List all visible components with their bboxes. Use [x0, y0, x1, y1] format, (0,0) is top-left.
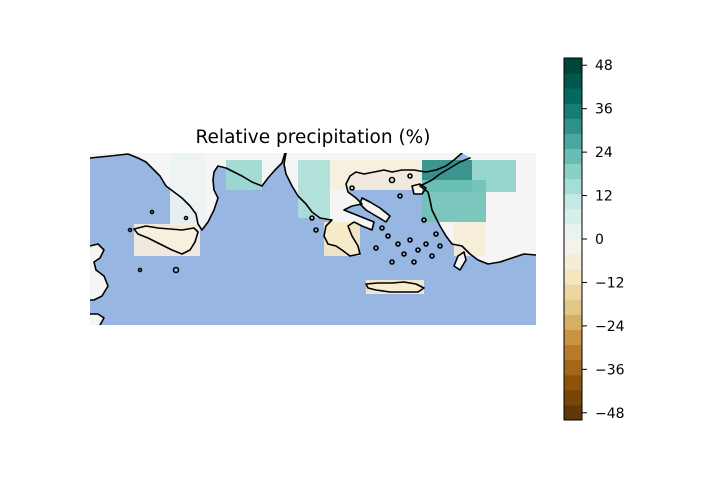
land-rhodes: [454, 252, 466, 270]
cell-epirus: [298, 160, 330, 218]
colorbar-tick-label: 48: [595, 58, 613, 74]
colorbar-level: [564, 389, 582, 406]
precipitation-cells: [134, 153, 516, 294]
colorbar-level: [564, 284, 582, 300]
coast-greece: [283, 153, 463, 257]
land-libya: [90, 314, 104, 325]
colorbar-level: [564, 269, 582, 285]
colorbar-level: [564, 178, 582, 195]
map-title: Relative precipitation (%): [196, 127, 431, 148]
cell-apulia: [226, 160, 262, 190]
colorbar-level: [564, 73, 582, 89]
colorbar-tick-label: −12: [595, 275, 625, 291]
coast-turkey: [419, 157, 536, 265]
colorbar-level: [564, 404, 582, 421]
colorbar-gradient: [564, 58, 582, 421]
colorbar-tick-label: 0: [595, 232, 604, 248]
colorbar-tick-label: −24: [595, 319, 625, 335]
colorbar-level: [564, 374, 582, 391]
land-tunisia: [90, 244, 108, 300]
colorbar-level: [564, 88, 582, 104]
colorbar-level: [564, 118, 582, 134]
colorbar-level: [564, 58, 582, 74]
aegean-islands: [127, 173, 443, 274]
colorbar-level: [564, 254, 582, 270]
coast-lesbos: [411, 183, 427, 195]
coastlines: [90, 153, 536, 325]
colorbar-level: [564, 359, 582, 376]
colorbar-tick-label: 36: [595, 102, 613, 118]
colorbar-level: [564, 208, 582, 225]
colorbar-level: [564, 344, 582, 361]
cell-macedonia: [330, 160, 422, 190]
colorbar-level: [564, 314, 582, 330]
cell-sw-anatolia: [454, 222, 486, 256]
colorbar-tick-label: −48: [595, 406, 625, 422]
coast-evia: [359, 197, 391, 223]
coast-libya: [90, 313, 105, 325]
cell-calabria: [170, 153, 206, 225]
cell-w-anatolia: [422, 180, 486, 222]
colorbar-level: [564, 329, 582, 346]
colorbar: 48 36 24 12 0 −12 −24 −36 −48: [563, 57, 625, 422]
colorbar-level: [564, 239, 582, 255]
land-evia: [360, 198, 390, 222]
colorbar-level: [564, 163, 582, 180]
colorbar-tick-label: −36: [595, 362, 625, 378]
coast-sicily: [133, 225, 199, 255]
colorbar-tick-label: 24: [595, 145, 613, 161]
colorbar-level: [564, 148, 582, 165]
coast-crete: [365, 281, 425, 293]
map-panel: [90, 153, 536, 325]
coast-italy: [90, 153, 286, 231]
colorbar-level: [564, 193, 582, 210]
colorbar-level: [564, 223, 582, 240]
colorbar-level: [564, 103, 582, 119]
colorbar-level: [564, 133, 582, 149]
colorbar-ticks: 48 36 24 12 0 −12 −24 −36 −48: [582, 58, 625, 422]
coast-rhodes: [453, 251, 467, 271]
colorbar-tick-label: 12: [595, 189, 613, 205]
colorbar-level: [564, 299, 582, 315]
coast-tunisia: [90, 243, 109, 301]
